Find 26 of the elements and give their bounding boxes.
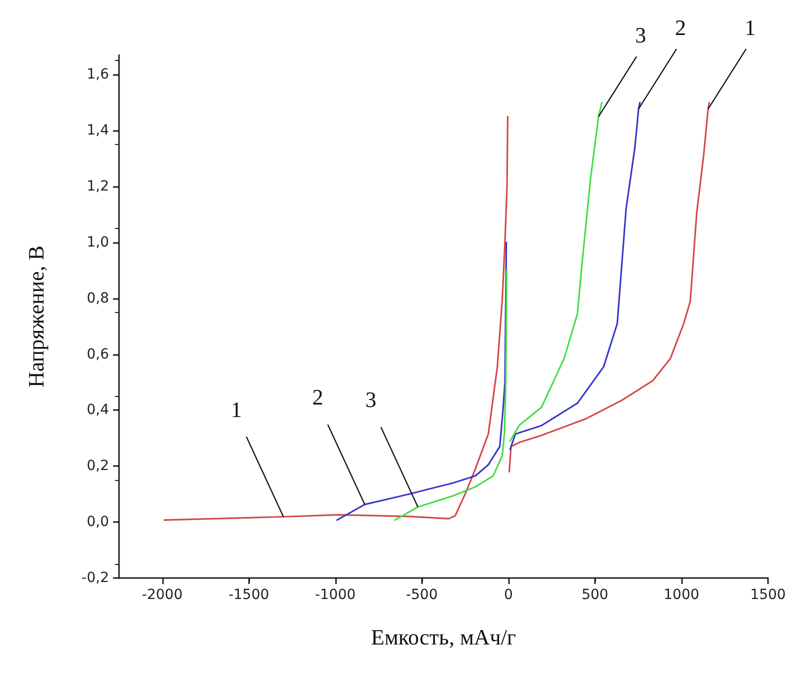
y-tick-label: 1,0 xyxy=(86,234,109,250)
y-tick-label: 0,2 xyxy=(86,458,109,474)
y-tick-label: 1,2 xyxy=(86,178,109,194)
x-tick-label: -500 xyxy=(406,587,438,603)
x-tick-label: -1000 xyxy=(314,587,356,603)
y-tick-label: 1,6 xyxy=(86,66,110,83)
x-tick-label: 500 xyxy=(582,587,608,603)
y-tick-label: 0,8 xyxy=(86,290,109,306)
x-tick-label: -2000 xyxy=(142,587,183,603)
y-tick-label: 0,0 xyxy=(86,514,109,530)
x-axis-title: Емкость, мАч/г xyxy=(371,624,516,650)
x-tick-label: 1500 xyxy=(750,587,786,603)
y-tick-label: 1,4 xyxy=(86,122,110,139)
annotation: 1 xyxy=(230,396,242,422)
x-tick-label: 1000 xyxy=(664,587,700,603)
x-tick-label: 0 xyxy=(504,587,513,603)
y-tick-label: 0,6 xyxy=(86,346,110,362)
annotation: 3 xyxy=(635,22,646,48)
y-tick-label: -0,2 xyxy=(82,570,109,586)
annotation: 3 xyxy=(365,386,376,412)
annotation: 1 xyxy=(744,14,756,40)
annotation: 2 xyxy=(312,384,324,410)
y-tick-label: 0,4 xyxy=(86,402,110,418)
annotation: 2 xyxy=(675,14,686,40)
y-axis-title: Напряжение, В xyxy=(24,246,48,388)
x-tick-label: -1500 xyxy=(228,587,270,603)
